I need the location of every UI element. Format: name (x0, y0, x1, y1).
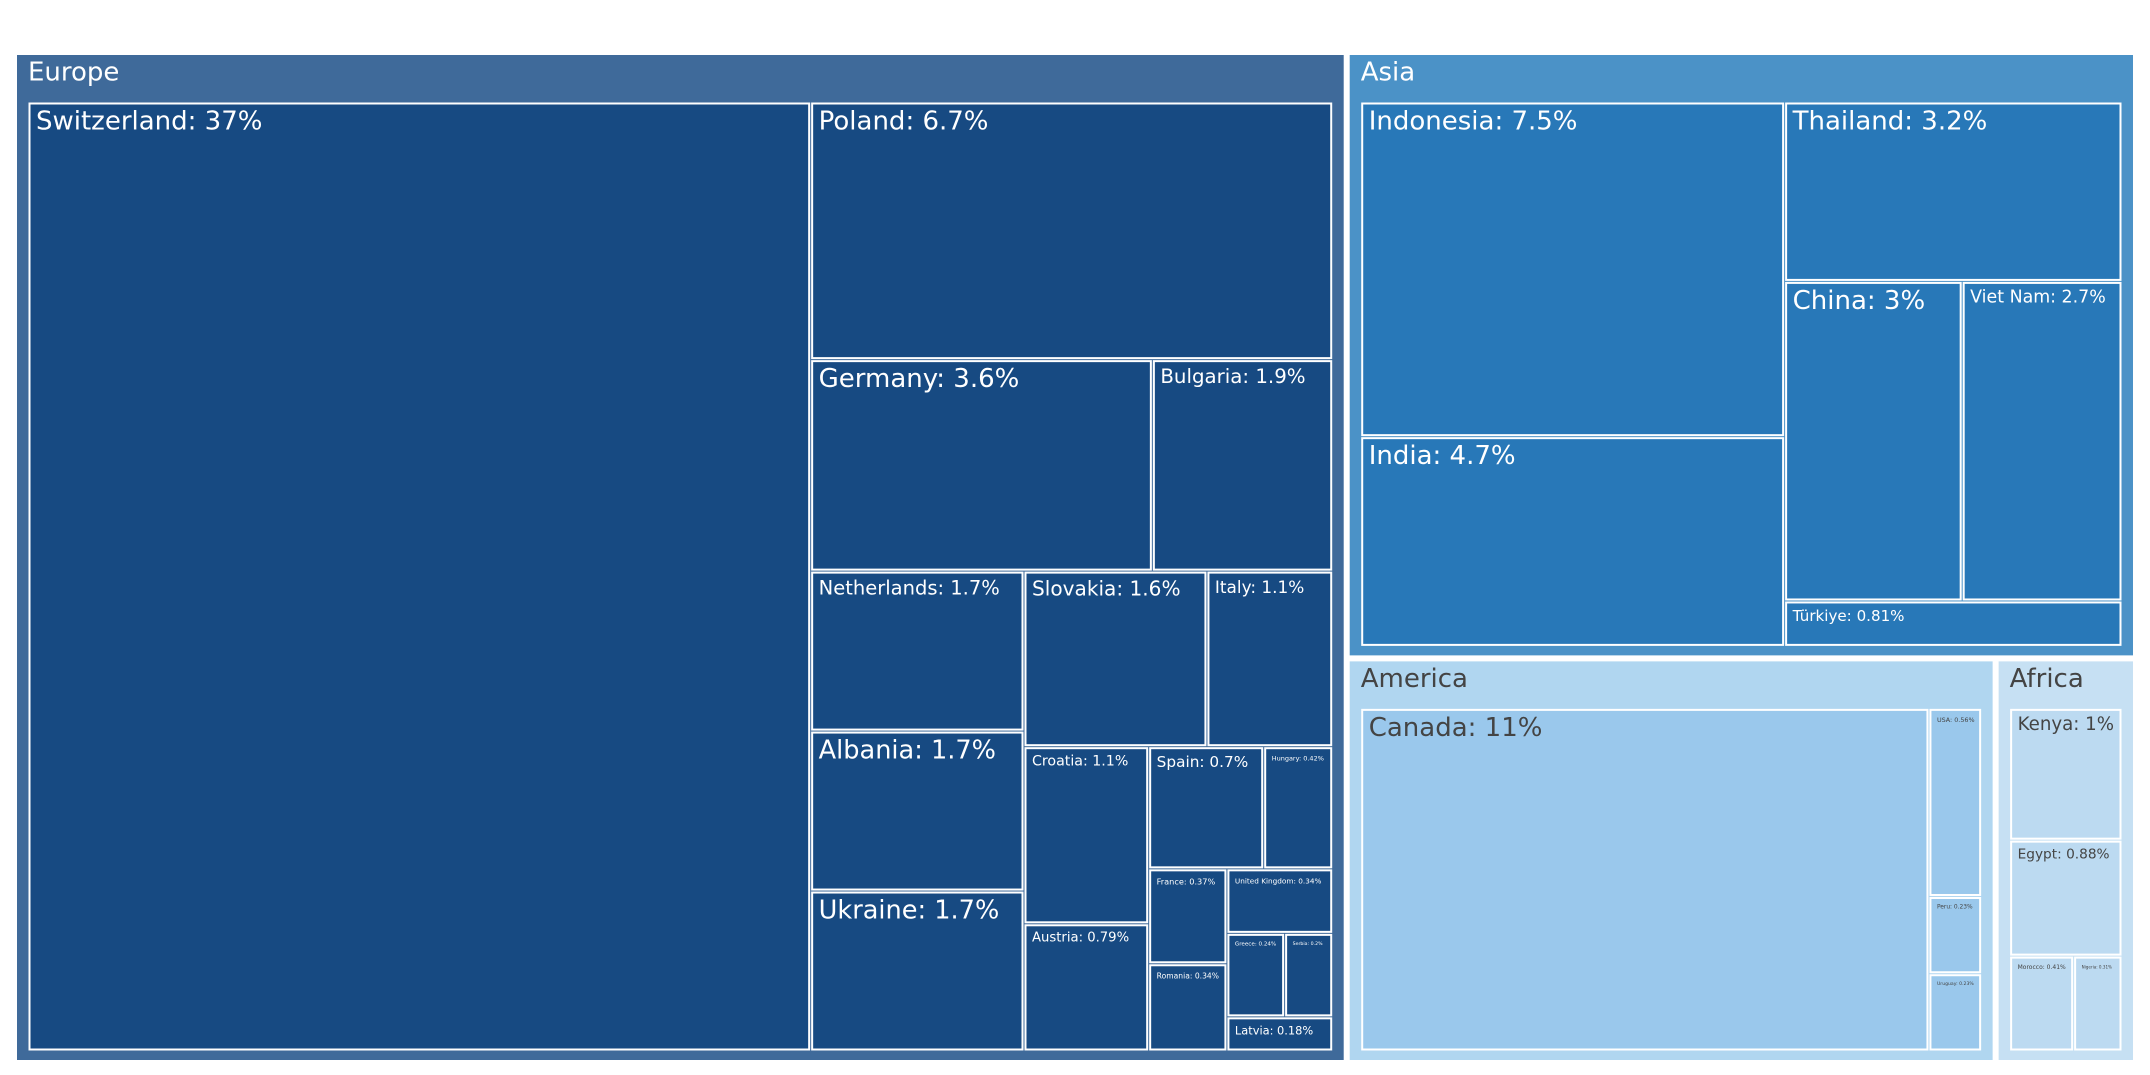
tile-label: Peru: 0.23% (1937, 905, 1973, 911)
group-title: Africa (2010, 664, 2084, 694)
tile (811, 731, 1024, 891)
tile-label: Thailand: 3.2% (1792, 106, 1988, 136)
tile-label: Greece: 0.24% (1235, 942, 1276, 948)
group-title: Europe (28, 57, 119, 87)
tile (2010, 956, 2074, 1051)
tile (1929, 896, 1982, 974)
tile-label: Albania: 1.7% (819, 735, 996, 765)
tile (1285, 933, 1333, 1017)
tile (1149, 747, 1264, 869)
tile-label: Netherlands: 1.7% (819, 577, 1000, 600)
tile-label: Kenya: 1% (2018, 714, 2114, 735)
tile (1227, 933, 1285, 1017)
tile (2010, 840, 2122, 956)
tile (2010, 708, 2122, 840)
tile (1785, 281, 1962, 601)
tile (1024, 571, 1207, 747)
tile-label: Poland: 6.7% (819, 106, 989, 136)
tile (1361, 708, 1929, 1051)
tile (811, 891, 1024, 1051)
tile-label: France: 0.37% (1157, 876, 1216, 886)
tile (1149, 964, 1227, 1051)
tile (1024, 747, 1149, 924)
tile (1264, 747, 1333, 869)
tile (1785, 601, 2122, 646)
tile (1929, 708, 1982, 896)
tile (1785, 102, 2122, 281)
tile-label: Switzerland: 37% (36, 106, 262, 136)
tile (1227, 1017, 1333, 1051)
tile-label: Spain: 0.7% (1157, 753, 1249, 771)
tile-label: Viet Nam: 2.7% (1970, 287, 2106, 307)
tile-label: India: 4.7% (1369, 441, 1516, 471)
tile (1149, 869, 1227, 964)
tile-label: Serbia: 0.2% (1293, 941, 1323, 947)
tile (1227, 869, 1333, 933)
tile-label: Türkiye: 0.81% (1792, 607, 1905, 625)
tile (811, 102, 1333, 360)
tile-label: Germany: 3.6% (819, 364, 1020, 394)
tile-label: Canada: 11% (1369, 713, 1543, 743)
tile (1361, 437, 1785, 646)
tile-label: China: 3% (1793, 286, 1926, 316)
tile (811, 360, 1152, 571)
tile-label: USA: 0.56% (1937, 716, 1975, 724)
tile-label: Egypt: 0.88% (2018, 847, 2110, 863)
group-title: America (1361, 664, 1468, 694)
tile (1207, 571, 1333, 747)
tile-label: Indonesia: 7.5% (1369, 106, 1578, 136)
tile-label: Hungary: 0.42% (1272, 754, 1324, 762)
tile (1929, 974, 1982, 1051)
tile-label: Romania: 0.34% (1157, 971, 1219, 980)
tile-label: United Kingdom: 0.34% (1235, 876, 1322, 885)
tile (1152, 360, 1333, 571)
tile (1361, 102, 1785, 437)
tile-label: Nigeria: 0.31% (2082, 964, 2112, 969)
tile (1024, 924, 1149, 1051)
tile-label: Uruguay: 0.23% (1937, 981, 1974, 987)
tile (28, 102, 811, 1051)
tile (1962, 281, 2122, 601)
tile-label: Slovakia: 1.6% (1032, 576, 1181, 600)
tile-label: Bulgaria: 1.9% (1160, 365, 1305, 388)
tile (2074, 956, 2122, 1051)
tile-label: Latvia: 0.18% (1235, 1024, 1313, 1038)
tile (811, 571, 1024, 731)
tile-label: Austria: 0.79% (1032, 931, 1129, 946)
tile-label: Italy: 1.1% (1215, 577, 1304, 597)
tile-label: Morocco: 0.41% (2018, 964, 2066, 971)
tile-label: Ukraine: 1.7% (819, 895, 1000, 925)
group-title: Asia (1361, 57, 1416, 87)
tile-label: Croatia: 1.1% (1032, 753, 1128, 769)
